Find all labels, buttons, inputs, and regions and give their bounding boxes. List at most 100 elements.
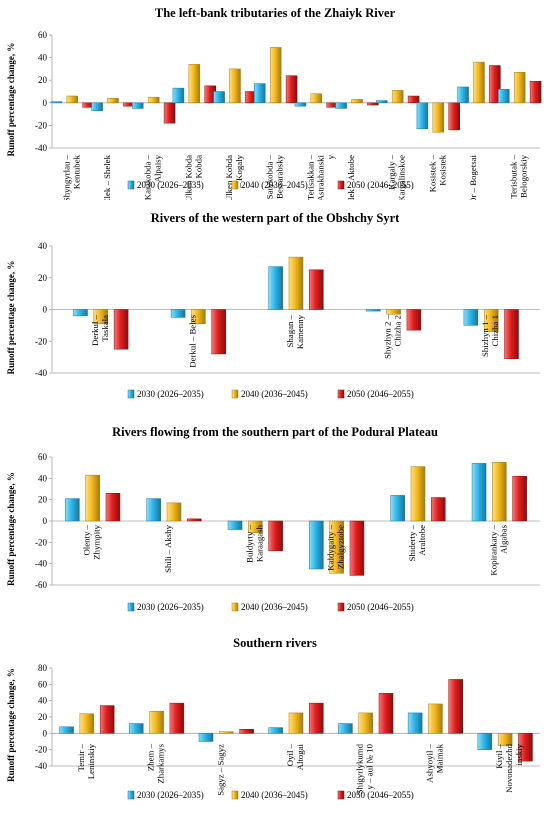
legend-label: 2030 (2026–2035) [137, 180, 204, 190]
bar-1 [79, 713, 95, 734]
bar-1 [351, 99, 363, 104]
bar-1 [432, 102, 445, 133]
bar-0 [65, 498, 80, 522]
y-tick-label: 20 [38, 273, 48, 283]
bar-1 [410, 466, 426, 522]
y-axis-label: Runoff percentage change, % [6, 43, 16, 157]
legend-label: 2040 (2036–2045) [241, 180, 308, 190]
category-label: Shiderty –Araltobe [407, 524, 427, 561]
y-tick-label: 80 [38, 663, 48, 673]
chart-title: Southern rivers [233, 636, 317, 650]
bar-2 [105, 493, 121, 522]
bar-1 [358, 712, 373, 734]
category-label: Ashyoyil –Maimak [424, 743, 444, 782]
bar-1 [288, 712, 304, 734]
category-label: Derkul – Beles [187, 314, 197, 367]
category-label: Derkul –Taskala [90, 314, 110, 346]
category-label: Zhem –Zharkamys [146, 743, 166, 783]
bar-2 [504, 309, 519, 359]
y-tick-label: -20 [35, 745, 47, 755]
legend-swatch [337, 389, 345, 399]
bar-2 [239, 729, 254, 734]
category-label: Temir –Leninskiy [76, 743, 96, 779]
bar-2 [431, 497, 446, 522]
category-label: Kiyil –Novonadezhdinskiy [494, 743, 524, 792]
legend-swatch [127, 602, 135, 612]
y-tick-label: 0 [43, 305, 48, 315]
bar-2 [407, 95, 420, 104]
legend-swatch [337, 602, 345, 612]
bar-0 [471, 463, 487, 522]
bar-1 [248, 520, 263, 533]
y-tick-label: -60 [35, 580, 47, 590]
bar-2 [309, 269, 324, 310]
bar-1 [329, 520, 344, 574]
legend-swatch [231, 180, 239, 190]
bar-0 [59, 726, 74, 734]
chart-southern-rivers: Southern rivers Runoff percentage change,… [6, 636, 540, 800]
category-label: Oyil –Altogai [285, 743, 305, 770]
category-label: Olenty –Zhympity [82, 524, 102, 559]
bar-0 [50, 101, 63, 104]
legend-swatch [127, 180, 135, 190]
bar-0 [73, 309, 88, 317]
y-tick-label: 0 [43, 98, 48, 108]
bar-2 [349, 520, 365, 576]
category-label: Ulken Kobda– Kogaly [224, 154, 244, 200]
category-label: Kaldygaity –Zhalgyztobe [326, 524, 346, 570]
bar-1 [483, 309, 499, 332]
bar-0 [309, 520, 324, 570]
legend-label: 2050 (2046–2055) [347, 389, 414, 399]
bar-1 [497, 733, 513, 746]
bar-1 [107, 98, 119, 104]
bar-0 [213, 91, 225, 104]
bar-1 [166, 502, 182, 522]
bar-0 [170, 309, 186, 318]
bar-2 [367, 102, 379, 106]
bar-0 [227, 520, 243, 530]
bar-2 [163, 102, 176, 124]
bar-0 [338, 723, 353, 734]
y-tick-label: -40 [35, 559, 47, 569]
y-tick-label: -20 [35, 537, 47, 547]
chart-title: The left-bank tributaries of the Zhaiyk … [155, 6, 396, 20]
y-tick-label: -40 [35, 368, 47, 378]
bar-0 [146, 498, 161, 522]
y-tick-label: -20 [35, 120, 47, 130]
bar-1 [310, 93, 323, 104]
category-label: Shyngyrlau –Kentubek [61, 154, 81, 200]
bar-2 [187, 518, 202, 522]
category-label: Sarykobda –Bessarabsky [265, 154, 285, 199]
y-tick-label: 20 [38, 495, 48, 505]
bar-1 [513, 72, 526, 104]
bar-2 [448, 679, 463, 734]
bar-1 [85, 474, 100, 522]
bar-0 [254, 83, 266, 104]
bar-0 [294, 102, 307, 107]
category-label: Kosistek –Kosistek [427, 154, 447, 192]
bar-0 [416, 102, 429, 130]
y-tick-label: 60 [38, 452, 48, 462]
category-label: Terisbutak –Belogorskiy [509, 154, 529, 198]
bar-0 [457, 86, 469, 104]
legend-label: 2030 (2026–2035) [137, 790, 204, 800]
category-label: Ulken Kobda– Kobda [183, 155, 203, 200]
legend-swatch [231, 790, 239, 800]
bar-0 [366, 309, 381, 312]
bar-1 [288, 256, 304, 310]
legend-label: 2030 (2026–2035) [137, 602, 204, 612]
category-label: Shagan –Kamenny [285, 314, 305, 349]
legend-swatch [231, 602, 239, 612]
bar-2 [285, 75, 298, 104]
bar-2 [512, 475, 527, 522]
category-label: Terisakkan –Astrakhanskiy [305, 154, 335, 200]
category-label: Buldyrty –Karaagash [244, 524, 264, 562]
y-tick-label: -40 [35, 761, 47, 771]
bar-1 [269, 47, 282, 104]
y-axis-label: Runoff percentage change, % [6, 261, 16, 375]
bar-1 [149, 711, 164, 734]
bar-2 [169, 702, 185, 734]
legend-label: 2040 (2036–2045) [241, 389, 308, 399]
bar-2 [529, 81, 542, 104]
